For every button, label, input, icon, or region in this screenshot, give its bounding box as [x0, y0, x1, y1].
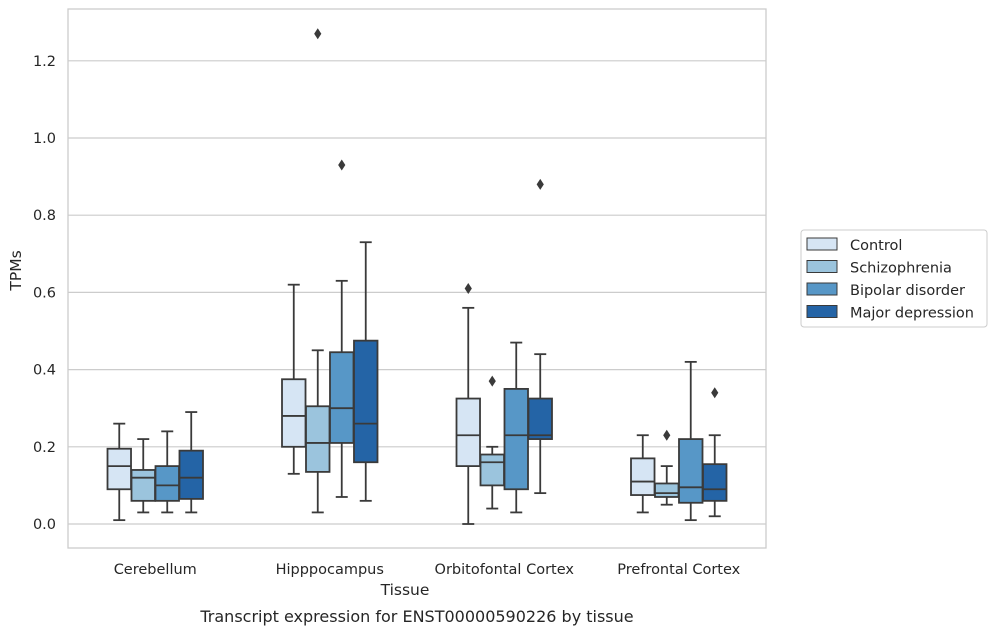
box-bipolar-disorder [154, 430, 180, 514]
x-tick-label: Hipppocampus [276, 562, 384, 578]
legend-entry: Bipolar disorder [806, 282, 965, 299]
box-iqr [455, 397, 481, 467]
outlier-point [314, 28, 322, 40]
box-major-depression [527, 178, 553, 495]
box-schizophrenia [479, 375, 505, 510]
box-schizophrenia [305, 28, 331, 514]
box-iqr [630, 457, 656, 496]
grid-lines [68, 60, 766, 525]
y-tick-label: 1.0 [33, 131, 56, 147]
box-series [106, 28, 728, 525]
box-schizophrenia [654, 429, 680, 506]
legend-label: Control [850, 238, 902, 254]
legend-swatch [806, 282, 838, 296]
box-iqr [654, 482, 680, 498]
y-tick-label: 0.0 [33, 517, 56, 533]
box-iqr [702, 463, 728, 502]
outlier-point [711, 387, 719, 399]
box-iqr [479, 453, 505, 487]
outlier-point [488, 375, 496, 387]
box-iqr [678, 438, 704, 504]
box-control [630, 434, 656, 514]
legend-entry: Control [806, 237, 902, 254]
x-axis-label: Tissue [380, 581, 430, 599]
legend-label: Major depression [850, 306, 974, 322]
x-tick-labels: Cerebellum Hipppocampus Orbitofontal Corte… [114, 562, 741, 578]
box-major-depression [178, 411, 204, 514]
y-tick-label: 0.6 [33, 285, 56, 301]
box-iqr [527, 397, 553, 440]
x-tick-label: Cerebellum [114, 562, 197, 578]
figure-caption: Transcript expression for ENST0000059022… [199, 607, 633, 626]
box-iqr [329, 351, 355, 444]
box-bipolar-disorder [329, 159, 355, 498]
y-tick-label: 0.4 [33, 363, 56, 379]
legend-label: Bipolar disorder [850, 283, 965, 299]
box-iqr [281, 378, 307, 448]
outlier-point [536, 178, 544, 190]
box-control [281, 283, 307, 475]
box-control [455, 283, 481, 525]
y-tick-labels: 0.0 0.2 0.4 0.6 0.8 1.0 1.2 [33, 54, 56, 533]
plot-frame [67, 8, 767, 549]
box-bipolar-disorder [503, 341, 529, 514]
box-iqr [130, 469, 156, 502]
legend-label: Schizophrenia [850, 261, 952, 277]
y-tick-label: 1.2 [33, 54, 56, 70]
box-iqr [178, 449, 204, 500]
y-axis-label: TPMs [7, 250, 25, 291]
outlier-point [338, 159, 346, 171]
box-iqr [106, 447, 132, 491]
legend-swatch [806, 260, 838, 273]
outlier-point [663, 429, 671, 441]
box-major-depression [702, 387, 728, 518]
box-iqr [154, 465, 180, 502]
legend-entry: Schizophrenia [806, 260, 952, 277]
box-iqr [503, 387, 529, 491]
box-iqr [353, 339, 379, 464]
box-major-depression [353, 241, 379, 502]
y-tick-label: 0.8 [33, 208, 56, 224]
legend-entry: Major depression [806, 305, 974, 322]
y-tick-label: 0.2 [33, 440, 56, 456]
legend-swatch [806, 237, 838, 251]
legend: Control Schizophrenia Bipolar disorder Majo… [800, 229, 988, 328]
x-tick-label: Orbitofontal Cortex [435, 562, 575, 578]
box-schizophrenia [130, 438, 156, 514]
outlier-point [464, 283, 472, 295]
x-tick-label: Prefrontal Cortex [617, 562, 740, 578]
legend-swatch [806, 305, 838, 318]
box-bipolar-disorder [678, 360, 704, 522]
box-iqr [305, 405, 331, 473]
legend-frame [800, 229, 988, 328]
box-control [106, 422, 132, 522]
